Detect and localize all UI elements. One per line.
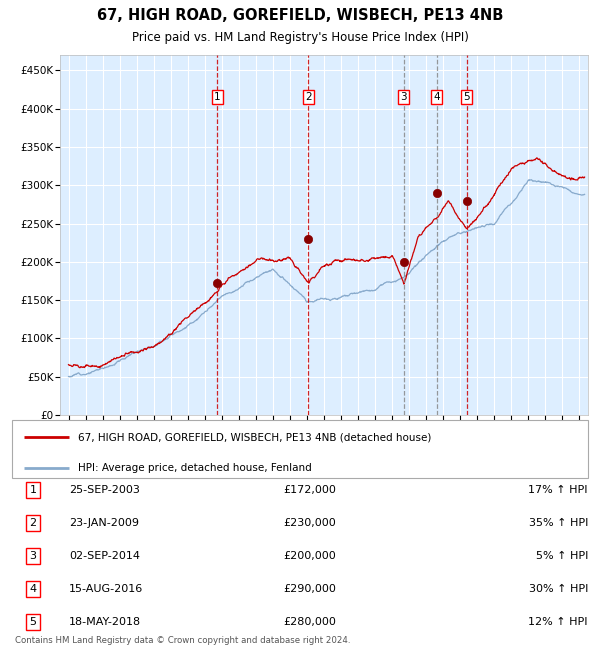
Text: £230,000: £230,000 — [283, 518, 336, 528]
Text: 02-SEP-2014: 02-SEP-2014 — [69, 551, 140, 561]
FancyBboxPatch shape — [12, 420, 588, 478]
Text: £280,000: £280,000 — [283, 617, 336, 627]
Text: 4: 4 — [433, 92, 440, 102]
Text: 35% ↑ HPI: 35% ↑ HPI — [529, 518, 588, 528]
Text: 30% ↑ HPI: 30% ↑ HPI — [529, 584, 588, 594]
Text: 1: 1 — [29, 485, 37, 495]
Text: 3: 3 — [29, 551, 37, 561]
Text: HPI: Average price, detached house, Fenland: HPI: Average price, detached house, Fenl… — [78, 463, 312, 473]
Text: 1: 1 — [214, 92, 221, 102]
Text: £172,000: £172,000 — [283, 485, 336, 495]
Text: 25-SEP-2003: 25-SEP-2003 — [69, 485, 140, 495]
Text: Contains HM Land Registry data © Crown copyright and database right 2024.: Contains HM Land Registry data © Crown c… — [15, 636, 350, 645]
Text: 2: 2 — [305, 92, 311, 102]
Text: 15-AUG-2016: 15-AUG-2016 — [69, 584, 143, 594]
Text: £290,000: £290,000 — [283, 584, 336, 594]
Text: £200,000: £200,000 — [283, 551, 336, 561]
Text: 67, HIGH ROAD, GOREFIELD, WISBECH, PE13 4NB: 67, HIGH ROAD, GOREFIELD, WISBECH, PE13 … — [97, 8, 503, 23]
Text: Price paid vs. HM Land Registry's House Price Index (HPI): Price paid vs. HM Land Registry's House … — [131, 31, 469, 44]
Text: 3: 3 — [400, 92, 407, 102]
Text: 67, HIGH ROAD, GOREFIELD, WISBECH, PE13 4NB (detached house): 67, HIGH ROAD, GOREFIELD, WISBECH, PE13 … — [78, 432, 431, 442]
Text: 2: 2 — [29, 518, 37, 528]
Text: 23-JAN-2009: 23-JAN-2009 — [69, 518, 139, 528]
Text: 17% ↑ HPI: 17% ↑ HPI — [529, 485, 588, 495]
Text: 5: 5 — [463, 92, 470, 102]
Text: 5: 5 — [29, 617, 37, 627]
Text: 4: 4 — [29, 584, 37, 594]
Text: 5% ↑ HPI: 5% ↑ HPI — [536, 551, 588, 561]
Text: 12% ↑ HPI: 12% ↑ HPI — [529, 617, 588, 627]
Text: 18-MAY-2018: 18-MAY-2018 — [69, 617, 141, 627]
